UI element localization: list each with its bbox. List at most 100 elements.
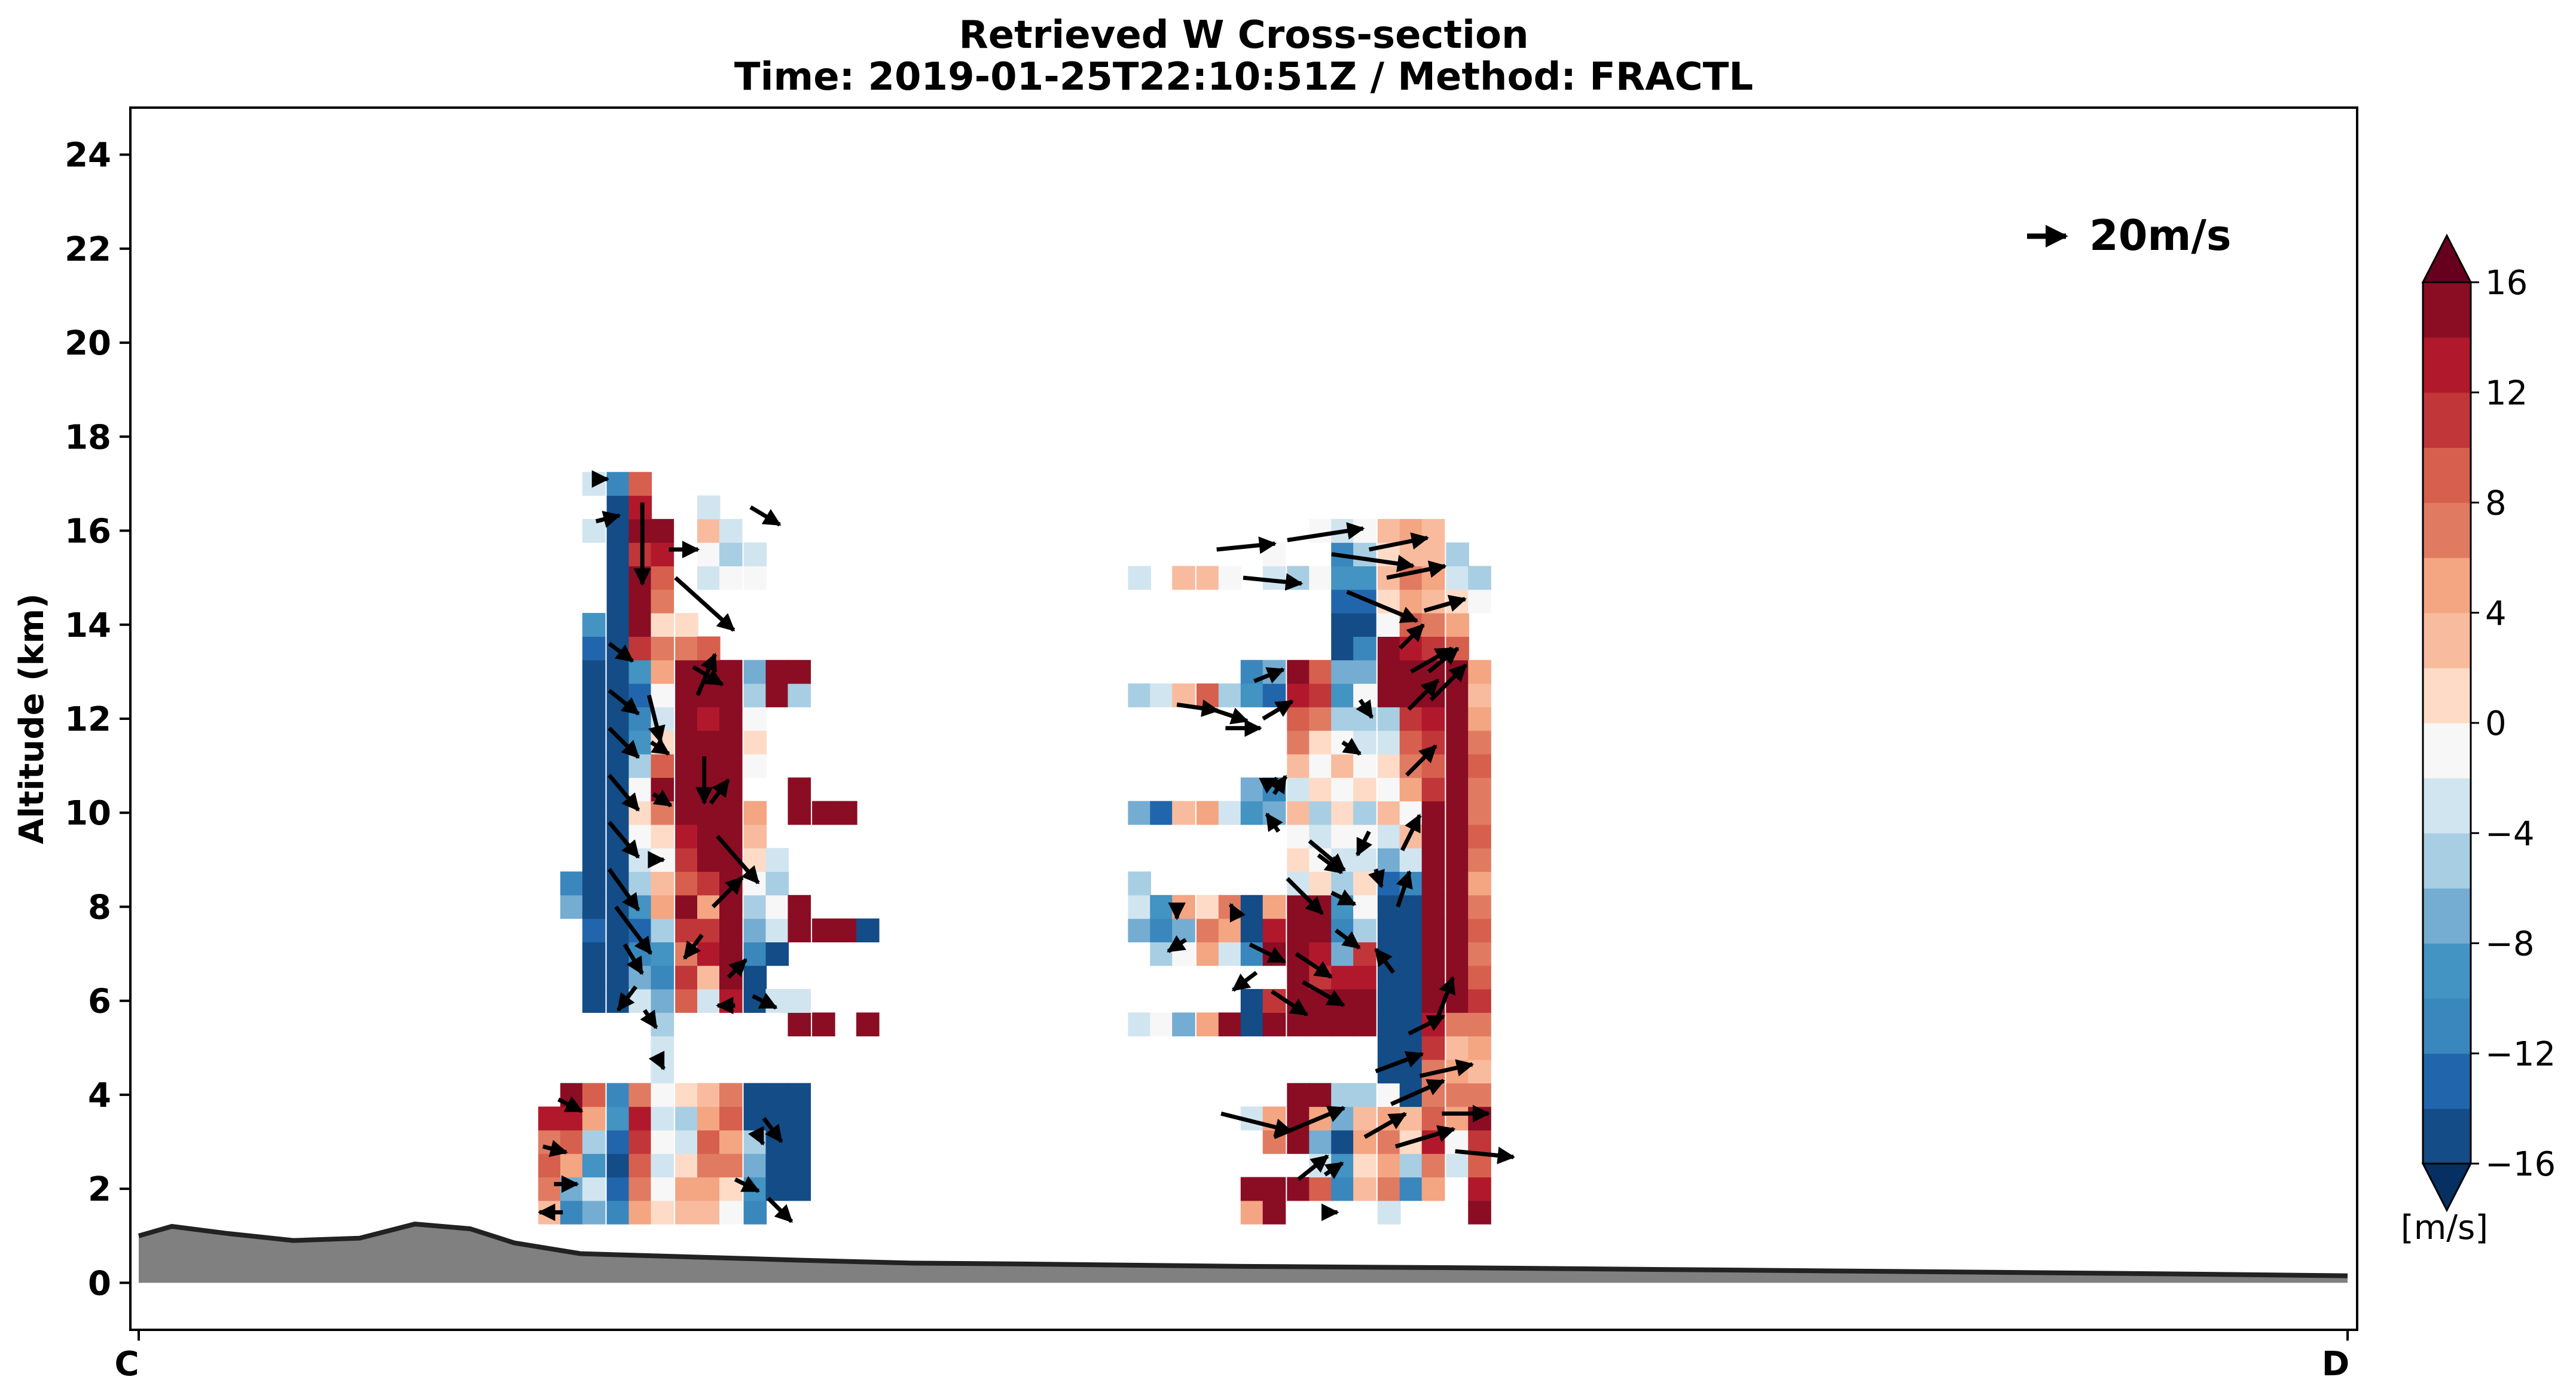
wind-vector-54 bbox=[1295, 952, 1333, 979]
w-cell-3-1 bbox=[606, 1177, 630, 1201]
w-cell-24-7 bbox=[1331, 965, 1354, 990]
wind-vector-34 bbox=[752, 993, 778, 1010]
w-cell-3-23 bbox=[606, 589, 630, 613]
w-cell-11-8 bbox=[788, 895, 811, 919]
w-cell-27-11 bbox=[1399, 918, 1423, 942]
w-cell-9-20 bbox=[743, 566, 767, 590]
terrain-outline bbox=[138, 1222, 2348, 1278]
w-cell-30-18 bbox=[1468, 777, 1491, 802]
w-cell-20-4 bbox=[1240, 989, 1264, 1013]
w-cell-18-0 bbox=[1196, 1012, 1220, 1037]
w-cell-2-19 bbox=[582, 683, 606, 707]
w-cell-24-15 bbox=[1331, 777, 1354, 802]
colorbar-segment-10 bbox=[2423, 557, 2471, 613]
w-cell-8-17 bbox=[719, 730, 743, 755]
w-cell-10-11 bbox=[765, 683, 789, 707]
w-cell-17-6 bbox=[1172, 566, 1195, 590]
w-cell-28-20 bbox=[1421, 707, 1445, 731]
reference-arrow-label: 20m/s bbox=[2089, 211, 2232, 260]
w-cell-21-7 bbox=[1262, 918, 1286, 942]
w-cell-29-19 bbox=[1446, 707, 1469, 731]
wind-vector-82 bbox=[1273, 1106, 1346, 1139]
chart-title: Retrieved W Cross-section bbox=[959, 13, 1528, 57]
w-cell-22-4 bbox=[1287, 1012, 1310, 1037]
w-cell-26-24 bbox=[1377, 636, 1401, 661]
w-cell-25-24 bbox=[1353, 566, 1376, 590]
w-cell-23-5 bbox=[1309, 1012, 1332, 1037]
w-cell-2-0 bbox=[582, 1200, 606, 1225]
w-cell-4-16 bbox=[628, 754, 652, 778]
w-cell-1-2 bbox=[560, 1153, 584, 1178]
w-cell-29-7 bbox=[1446, 989, 1469, 1013]
w-cell-2-14 bbox=[582, 801, 606, 825]
w-cell-28-11 bbox=[1421, 918, 1445, 942]
w-cell-8-21 bbox=[719, 566, 743, 590]
w-cell-19-2 bbox=[1218, 918, 1242, 942]
w-cell-4-1 bbox=[628, 1177, 652, 1201]
w-cell-24-9 bbox=[1331, 918, 1354, 942]
w-cell-6-2 bbox=[675, 1153, 698, 1178]
w-cell-8-23 bbox=[719, 518, 743, 543]
w-cell-15-1 bbox=[1128, 918, 1151, 942]
w-cell-22-0 bbox=[1287, 1177, 1310, 1201]
w-cell-3-14 bbox=[606, 801, 630, 825]
w-cell-11-7 bbox=[788, 918, 811, 942]
terrain-layer bbox=[138, 1222, 2348, 1283]
w-cell-26-2 bbox=[1377, 1153, 1401, 1178]
w-cell-23-4 bbox=[1309, 1083, 1332, 1107]
w-cell-14-0 bbox=[856, 1012, 880, 1037]
w-cell-4-4 bbox=[628, 1106, 652, 1131]
w-cell-26-17 bbox=[1377, 801, 1401, 825]
w-cell-9-21 bbox=[743, 542, 767, 567]
w-cell-9-8 bbox=[743, 942, 767, 966]
colorbar-unit-label: [m/s] bbox=[2401, 1208, 2488, 1247]
w-cell-8-18 bbox=[719, 707, 743, 731]
w-cell-9-5 bbox=[743, 1083, 767, 1107]
w-cell-30-15 bbox=[1468, 848, 1491, 872]
w-cell-3-26 bbox=[606, 518, 630, 543]
w-cell-23-17 bbox=[1309, 730, 1332, 755]
w-cell-24-5 bbox=[1331, 1012, 1354, 1037]
w-cell-10-4 bbox=[765, 1083, 789, 1107]
w-cell-11-3 bbox=[788, 1106, 811, 1131]
w-cell-6-21 bbox=[675, 636, 698, 661]
w-cell-6-9 bbox=[675, 918, 698, 942]
w-cell-9-13 bbox=[743, 824, 767, 848]
w-cell-15-6 bbox=[1128, 566, 1151, 590]
colorbar-tick-label-3: 4 bbox=[2485, 594, 2507, 633]
w-cell-19-4 bbox=[1218, 801, 1242, 825]
w-cell-24-20 bbox=[1331, 660, 1354, 684]
w-cell-27-23 bbox=[1399, 636, 1423, 661]
colorbar: 16 12 8 4 0 −12 −8 −4 −16 bbox=[2421, 233, 2556, 1213]
w-cell-22-19 bbox=[1287, 660, 1310, 684]
wind-vector-58 bbox=[1330, 889, 1357, 906]
w-cell-25-18 bbox=[1353, 707, 1376, 731]
w-cell-28-13 bbox=[1421, 871, 1445, 896]
colorbar-segment-12 bbox=[2423, 447, 2471, 503]
wind-vector-80 bbox=[1427, 646, 1460, 674]
wind-vector-57 bbox=[1317, 853, 1343, 875]
w-cell-23-0 bbox=[1309, 1177, 1332, 1201]
w-cell-30-23 bbox=[1468, 660, 1491, 684]
w-cell-10-9 bbox=[765, 871, 789, 896]
w-cell-20-10 bbox=[1240, 683, 1264, 707]
w-cell-6-11 bbox=[675, 871, 698, 896]
w-cell-3-28 bbox=[606, 472, 630, 496]
w-cell-28-17 bbox=[1421, 777, 1445, 802]
w-cell-9-18 bbox=[743, 683, 767, 707]
w-cell-18-5 bbox=[1196, 683, 1220, 707]
wind-vector-9 bbox=[608, 774, 640, 812]
w-cell-6-10 bbox=[675, 895, 698, 919]
w-cell-5-1 bbox=[651, 1177, 674, 1201]
w-cell-10-0 bbox=[765, 1177, 789, 1201]
w-cell-2-23 bbox=[582, 518, 606, 543]
wind-vector-76 bbox=[1374, 948, 1395, 974]
w-cell-9-2 bbox=[743, 1153, 767, 1178]
w-cell-3-22 bbox=[606, 613, 630, 637]
w-cell-10-1 bbox=[765, 1153, 789, 1178]
w-cell-23-14 bbox=[1309, 801, 1332, 825]
wind-vector-52 bbox=[1271, 990, 1308, 1017]
w-cell-7-22 bbox=[697, 566, 721, 590]
colorbar-tick-label-5: −12 bbox=[2485, 1035, 2556, 1074]
